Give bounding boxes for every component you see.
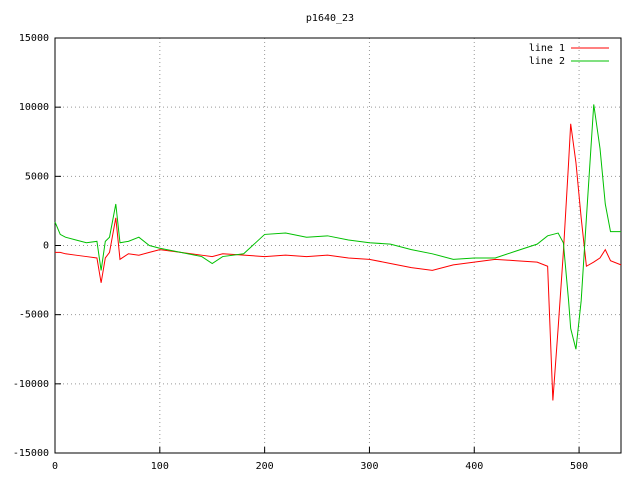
legend-label: line 2	[529, 56, 565, 67]
y-tick-label: 10000	[19, 102, 49, 113]
y-tick-label: 15000	[19, 33, 49, 44]
x-tick-label: 200	[256, 461, 274, 472]
plot-border	[54, 37, 622, 454]
x-tick-label: 500	[570, 461, 588, 472]
chart-title: p1640_23	[306, 13, 354, 24]
x-tick-label: 400	[465, 461, 483, 472]
data-line	[55, 123, 622, 401]
x-tick-label: 100	[151, 461, 169, 472]
y-tick-label: 5000	[25, 171, 49, 182]
y-tick-label: 0	[43, 241, 49, 252]
x-tick-label: 0	[52, 461, 58, 472]
legend-label: line 1	[529, 43, 565, 54]
y-tick-label: -15000	[13, 448, 49, 459]
y-tick-label: -10000	[13, 379, 49, 390]
x-tick-label: 300	[360, 461, 378, 472]
data-line	[54, 104, 621, 350]
y-tick-label: -5000	[19, 310, 49, 321]
